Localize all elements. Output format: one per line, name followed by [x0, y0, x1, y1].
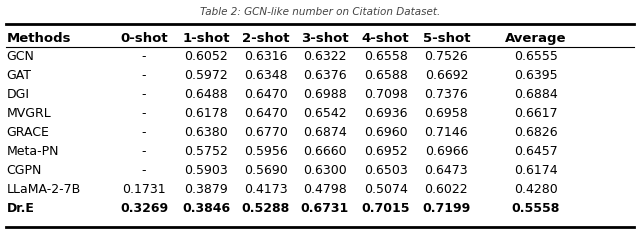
Text: Table 2: GCN-like number on Citation Dataset.: Table 2: GCN-like number on Citation Dat… — [200, 7, 440, 17]
Text: 0.6395: 0.6395 — [514, 69, 558, 82]
Text: 5-shot: 5-shot — [422, 32, 470, 45]
Text: Methods: Methods — [6, 32, 71, 45]
Text: 0.6316: 0.6316 — [244, 50, 287, 63]
Text: 0.3879: 0.3879 — [184, 183, 228, 196]
Text: 0.6178: 0.6178 — [184, 107, 228, 120]
Text: Meta-PN: Meta-PN — [6, 145, 59, 158]
Text: 0.6300: 0.6300 — [303, 164, 347, 177]
Text: 0.6952: 0.6952 — [364, 145, 408, 158]
Text: 0.5074: 0.5074 — [364, 183, 408, 196]
Text: 0.1731: 0.1731 — [122, 183, 166, 196]
Text: -: - — [141, 126, 147, 139]
Text: 0.6376: 0.6376 — [303, 69, 347, 82]
Text: 4-shot: 4-shot — [362, 32, 410, 45]
Text: 0.6588: 0.6588 — [364, 69, 408, 82]
Text: 0.6348: 0.6348 — [244, 69, 287, 82]
Text: 0.6988: 0.6988 — [303, 88, 347, 101]
Text: 0.5288: 0.5288 — [241, 202, 290, 215]
Text: -: - — [141, 69, 147, 82]
Text: 0.6457: 0.6457 — [514, 145, 558, 158]
Text: 0.7015: 0.7015 — [362, 202, 410, 215]
Text: 0.4280: 0.4280 — [514, 183, 558, 196]
Text: -: - — [141, 50, 147, 63]
Text: Average: Average — [505, 32, 567, 45]
Text: 2-shot: 2-shot — [242, 32, 289, 45]
Text: -: - — [141, 88, 147, 101]
Text: 0.6617: 0.6617 — [514, 107, 558, 120]
Text: 0.7526: 0.7526 — [424, 50, 468, 63]
Text: GRACE: GRACE — [6, 126, 49, 139]
Text: 0.5690: 0.5690 — [244, 164, 287, 177]
Text: 0.6503: 0.6503 — [364, 164, 408, 177]
Text: 0.6022: 0.6022 — [424, 183, 468, 196]
Text: 0.3269: 0.3269 — [120, 202, 168, 215]
Text: CGPN: CGPN — [6, 164, 42, 177]
Text: 3-shot: 3-shot — [301, 32, 349, 45]
Text: 0.6470: 0.6470 — [244, 88, 287, 101]
Text: 0.7376: 0.7376 — [424, 88, 468, 101]
Text: 0.6874: 0.6874 — [303, 126, 347, 139]
Text: 0.6958: 0.6958 — [424, 107, 468, 120]
Text: 0.7098: 0.7098 — [364, 88, 408, 101]
Text: Dr.E: Dr.E — [6, 202, 35, 215]
Text: 0.6731: 0.6731 — [301, 202, 349, 215]
Text: 0.6488: 0.6488 — [184, 88, 228, 101]
Text: 0.6692: 0.6692 — [425, 69, 468, 82]
Text: 0.7146: 0.7146 — [424, 126, 468, 139]
Text: 0.5972: 0.5972 — [184, 69, 228, 82]
Text: DGI: DGI — [6, 88, 29, 101]
Text: MVGRL: MVGRL — [6, 107, 51, 120]
Text: GAT: GAT — [6, 69, 31, 82]
Text: 0.6473: 0.6473 — [424, 164, 468, 177]
Text: 0.4798: 0.4798 — [303, 183, 347, 196]
Text: 0.5903: 0.5903 — [184, 164, 228, 177]
Text: 0.5956: 0.5956 — [244, 145, 287, 158]
Text: 0.6558: 0.6558 — [364, 50, 408, 63]
Text: 0.6052: 0.6052 — [184, 50, 228, 63]
Text: 0.6884: 0.6884 — [514, 88, 558, 101]
Text: LLaMA-2-7B: LLaMA-2-7B — [6, 183, 81, 196]
Text: 0.7199: 0.7199 — [422, 202, 470, 215]
Text: 0.6542: 0.6542 — [303, 107, 347, 120]
Text: 0.6770: 0.6770 — [244, 126, 287, 139]
Text: 0.6826: 0.6826 — [514, 126, 558, 139]
Text: 0.5752: 0.5752 — [184, 145, 228, 158]
Text: 0.5558: 0.5558 — [512, 202, 560, 215]
Text: 0.6960: 0.6960 — [364, 126, 408, 139]
Text: -: - — [141, 107, 147, 120]
Text: GCN: GCN — [6, 50, 35, 63]
Text: 0.6380: 0.6380 — [184, 126, 228, 139]
Text: 0.6555: 0.6555 — [514, 50, 558, 63]
Text: 0.3846: 0.3846 — [182, 202, 230, 215]
Text: 0.6966: 0.6966 — [425, 145, 468, 158]
Text: 0.6322: 0.6322 — [303, 50, 346, 63]
Text: 0.6470: 0.6470 — [244, 107, 287, 120]
Text: 1-shot: 1-shot — [182, 32, 230, 45]
Text: -: - — [141, 145, 147, 158]
Text: 0-shot: 0-shot — [120, 32, 168, 45]
Text: 0.6660: 0.6660 — [303, 145, 347, 158]
Text: 0.4173: 0.4173 — [244, 183, 287, 196]
Text: 0.6174: 0.6174 — [514, 164, 558, 177]
Text: -: - — [141, 164, 147, 177]
Text: 0.6936: 0.6936 — [364, 107, 407, 120]
